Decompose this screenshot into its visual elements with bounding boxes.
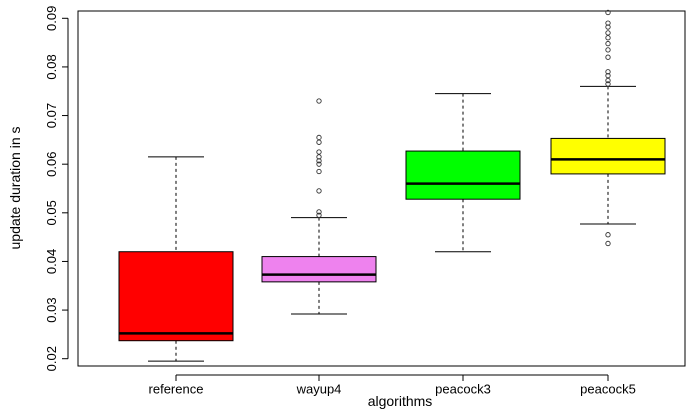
outlier-point (605, 24, 611, 30)
outlier-point (605, 81, 611, 87)
y-tick-label: 0.09 (44, 6, 59, 31)
outlier-point (316, 134, 322, 141)
box-iqr (118, 251, 234, 342)
box-reference (118, 156, 234, 362)
outlier-point (316, 209, 322, 215)
outlier-point (316, 158, 322, 164)
outlier-point (316, 212, 322, 218)
x-tick-label: wayup4 (296, 382, 342, 397)
y-tick-label: 0.05 (44, 200, 59, 225)
x-tick-label: reference (149, 382, 204, 397)
outlier-point (605, 240, 611, 247)
y-tick-label: 0.07 (44, 103, 59, 128)
outlier-point (316, 98, 322, 104)
outlier-point (605, 9, 611, 16)
outlier-point (605, 69, 611, 75)
outlier-point (605, 35, 611, 41)
outlier-point (316, 154, 322, 160)
outlier-point (316, 149, 322, 155)
x-axis: reference wayup4 peacock3 peacock5 (149, 374, 636, 397)
box-peacock5 (550, 9, 666, 247)
x-axis-label: algorithms (368, 393, 433, 409)
outlier-point (605, 232, 611, 238)
outlier-point (605, 54, 611, 60)
outlier-point (316, 139, 322, 145)
outlier-point (316, 188, 322, 194)
outlier-point (605, 73, 611, 79)
box-wayup4 (261, 98, 377, 315)
y-tick-label: 0.03 (44, 297, 59, 322)
outlier-point (605, 20, 611, 26)
y-axis: 0.02 0.03 0.04 0.05 0.06 0.07 0.08 0.09 (44, 6, 69, 371)
box-peacock3 (405, 93, 521, 253)
outlier-point (316, 161, 322, 167)
boxes (118, 9, 666, 362)
outlier-point (605, 47, 611, 53)
outlier-point (316, 168, 322, 175)
y-tick-label: 0.06 (44, 152, 59, 177)
plot-frame (77, 10, 686, 367)
y-tick-label: 0.02 (44, 346, 59, 371)
y-tick-label: 0.08 (44, 54, 59, 79)
outlier-point (605, 40, 611, 47)
outlier-point (605, 30, 611, 36)
box-iqr (261, 256, 377, 283)
y-axis-label: update duration in s (7, 127, 23, 250)
box-iqr (550, 137, 666, 175)
y-tick-label: 0.04 (44, 249, 59, 274)
outlier-point (605, 77, 611, 84)
box-iqr (405, 150, 521, 200)
x-tick-label: peacock5 (580, 382, 636, 397)
x-tick-label: peacock3 (435, 382, 491, 397)
